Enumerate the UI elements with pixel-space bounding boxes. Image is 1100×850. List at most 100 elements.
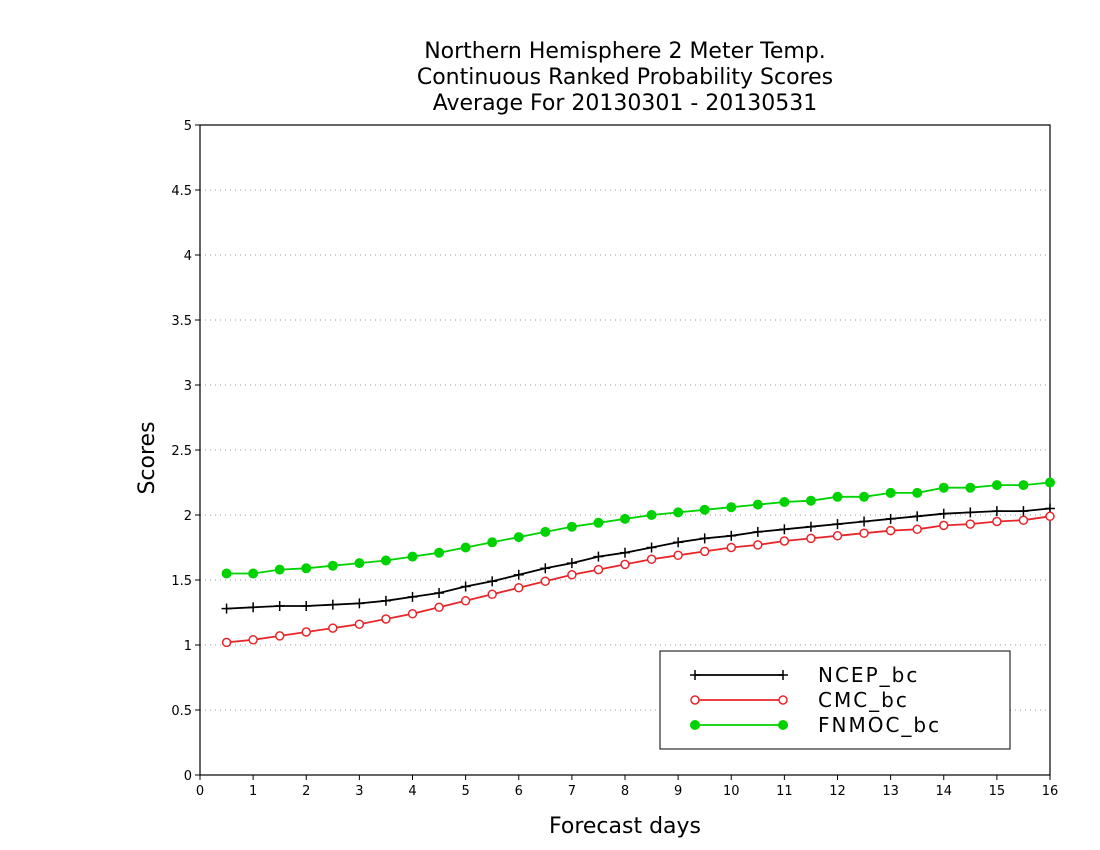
- data-point-cmc-bc: [381, 614, 391, 624]
- data-point-ncep-bc: [673, 537, 684, 548]
- data-point-fnmoc-bc: [859, 491, 870, 502]
- data-point-ncep-bc: [221, 603, 232, 614]
- data-point-cmc-bc: [593, 564, 604, 575]
- data-point-cmc-bc: [540, 576, 551, 587]
- data-point-fnmoc-bc: [274, 564, 285, 575]
- data-point-cmc-bc: [221, 637, 232, 648]
- data-point-fnmoc-bc: [434, 547, 445, 558]
- x-tick-label: 13: [882, 784, 899, 799]
- y-tick-label: 3.5: [171, 314, 192, 329]
- data-point-ncep-bc: [327, 599, 338, 610]
- data-point-cmc-bc: [274, 631, 285, 641]
- data-point-fnmoc-bc: [221, 568, 232, 579]
- data-point-fnmoc-bc: [646, 510, 657, 520]
- legend-marker: [778, 670, 788, 680]
- y-tick-label: 5: [184, 119, 192, 134]
- series-cmc-bc: [221, 511, 1055, 648]
- legend-marker: [690, 670, 700, 680]
- data-point-ncep-bc: [513, 569, 524, 580]
- chart-title: Northern Hemisphere 2 Meter Temp. Contin…: [417, 39, 833, 116]
- data-point-ncep-bc: [912, 511, 923, 522]
- legend-entry-ncep-bc: NCEP_bc: [690, 663, 919, 687]
- data-point-fnmoc-bc: [327, 560, 338, 571]
- x-tick-label: 12: [829, 784, 846, 799]
- legend-entry-cmc-bc: CMC_bc: [690, 688, 907, 712]
- data-point-fnmoc-bc: [380, 555, 391, 566]
- data-point-ncep-bc: [805, 521, 816, 532]
- data-point-cmc-bc: [1018, 515, 1029, 525]
- y-tick-label: 2.5: [171, 444, 192, 459]
- data-point-fnmoc-bc: [460, 542, 471, 553]
- data-point-fnmoc-bc: [965, 482, 976, 493]
- y-tick-label: 0.5: [171, 704, 192, 719]
- data-point-ncep-bc: [752, 526, 763, 537]
- data-point-ncep-bc: [380, 595, 391, 606]
- y-tick-label: 0: [184, 769, 192, 784]
- data-point-cmc-bc: [1045, 511, 1055, 522]
- data-point-ncep-bc: [938, 508, 949, 519]
- x-tick-label: 7: [568, 784, 576, 799]
- data-point-ncep-bc: [779, 524, 790, 535]
- data-point-cmc-bc: [434, 602, 444, 613]
- x-tick-label: 0: [196, 784, 204, 799]
- data-point-cmc-bc: [726, 542, 736, 553]
- data-point-fnmoc-bc: [593, 517, 604, 528]
- data-point-ncep-bc: [248, 602, 259, 613]
- y-tick-label: 4.5: [171, 184, 192, 199]
- data-point-cmc-bc: [248, 635, 258, 645]
- data-point-fnmoc-bc: [407, 551, 418, 562]
- legend-marker: [690, 695, 700, 705]
- data-point-fnmoc-bc: [885, 487, 896, 498]
- data-point-fnmoc-bc: [805, 495, 816, 506]
- data-point-ncep-bc: [965, 507, 976, 518]
- y-axis-ticks: 0 0.5 1 1.5 2 2.5 3 3.5 4 4.5 5: [171, 119, 200, 784]
- data-point-cmc-bc: [753, 540, 763, 550]
- data-point-fnmoc-bc: [699, 504, 710, 515]
- data-point-ncep-bc: [566, 558, 577, 569]
- data-point-ncep-bc: [487, 576, 498, 587]
- data-point-fnmoc-bc: [938, 482, 949, 493]
- x-axis-label: Forecast days: [549, 814, 701, 839]
- data-point-fnmoc-bc: [248, 568, 259, 579]
- x-tick-label: 11: [776, 784, 793, 799]
- y-tick-label: 3: [184, 379, 192, 394]
- x-tick-label: 2: [302, 784, 310, 799]
- x-tick-label: 5: [461, 784, 469, 799]
- x-tick-label: 3: [355, 784, 363, 799]
- x-tick-label: 10: [723, 784, 740, 799]
- data-point-cmc-bc: [673, 550, 683, 561]
- data-point-cmc-bc: [487, 589, 497, 600]
- data-point-cmc-bc: [301, 627, 311, 637]
- data-point-cmc-bc: [699, 546, 710, 557]
- data-point-fnmoc-bc: [301, 563, 312, 574]
- data-point-cmc-bc: [859, 528, 869, 538]
- x-tick-label: 15: [989, 784, 1006, 799]
- data-point-cmc-bc: [885, 525, 896, 536]
- data-point-fnmoc-bc: [540, 526, 551, 537]
- legend-marker: [690, 720, 700, 730]
- legend-label: FNMOC_bc: [818, 713, 941, 737]
- data-point-fnmoc-bc: [991, 480, 1002, 491]
- x-tick-label: 1: [249, 784, 257, 799]
- legend-label: NCEP_bc: [818, 663, 919, 687]
- data-point-ncep-bc: [885, 513, 896, 524]
- data-point-fnmoc-bc: [620, 513, 630, 524]
- chart-title-line-3: Average For 20130301 - 20130531: [433, 91, 818, 116]
- series-group: [221, 477, 1055, 648]
- x-tick-label: 8: [621, 784, 629, 799]
- data-point-cmc-bc: [832, 531, 843, 541]
- data-point-ncep-bc: [301, 601, 312, 611]
- data-point-ncep-bc: [859, 516, 870, 527]
- data-point-ncep-bc: [646, 542, 657, 553]
- data-point-ncep-bc: [354, 598, 365, 609]
- chart-title-line-1: Northern Hemisphere 2 Meter Temp.: [424, 39, 826, 64]
- data-point-cmc-bc: [965, 519, 976, 529]
- x-tick-label: 4: [408, 784, 416, 799]
- data-point-ncep-bc: [991, 506, 1002, 517]
- data-point-cmc-bc: [328, 623, 338, 633]
- chart-title-line-2: Continuous Ranked Probability Scores: [417, 65, 833, 90]
- x-tick-label: 14: [935, 784, 952, 799]
- series-fnmoc-bc: [221, 477, 1055, 579]
